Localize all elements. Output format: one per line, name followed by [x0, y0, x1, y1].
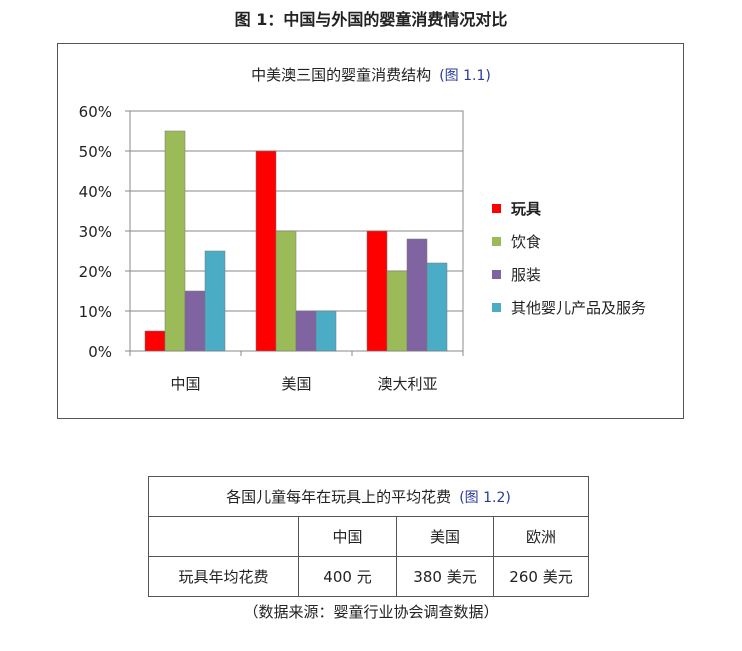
- legend-label: 其他婴儿产品及服务: [511, 299, 647, 317]
- table-row: 玩具年均花费 400 元 380 美元 260 美元: [148, 556, 589, 597]
- table-cell: 260 美元: [493, 556, 589, 597]
- y-tick-label: 20%: [79, 263, 112, 281]
- chart-ref: (图 1.1): [439, 68, 491, 84]
- bar: [295, 310, 317, 352]
- x-tick-label: 美国: [281, 375, 311, 393]
- legend-item: 玩具: [492, 198, 541, 219]
- y-tick-label: 10%: [79, 303, 112, 321]
- bar: [315, 310, 337, 352]
- legend-swatch: [492, 270, 501, 279]
- legend-item: 服装: [492, 264, 541, 285]
- chart-frame: [57, 43, 684, 419]
- bar: [164, 130, 186, 352]
- bar: [366, 230, 388, 352]
- bar: [386, 270, 408, 352]
- table-cell: 400 元: [298, 556, 397, 597]
- y-tick-label: 50%: [79, 143, 112, 161]
- y-tick-label: 30%: [79, 223, 112, 241]
- table-ref: (图 1.2): [459, 490, 511, 506]
- header-cell: 欧洲: [493, 516, 589, 557]
- legend-item: 其他婴儿产品及服务: [492, 297, 646, 318]
- header-cell: [148, 516, 299, 557]
- legend-item: 饮食: [492, 231, 541, 252]
- table-cell: 380 美元: [396, 556, 494, 597]
- table-title: 各国儿童每年在玩具上的平均花费 (图 1.2): [148, 476, 589, 517]
- y-tick-label: 60%: [79, 103, 112, 121]
- x-tick-label: 澳大利亚: [377, 375, 437, 393]
- x-tick-label: 中国: [170, 375, 200, 393]
- legend-swatch: [492, 237, 501, 246]
- bar: [204, 250, 226, 352]
- chart-title-text: 中美澳三国的婴童消费结构: [251, 66, 432, 84]
- legend-label: 饮食: [511, 233, 542, 251]
- row-label: 玩具年均花费: [148, 556, 299, 597]
- bar: [255, 150, 277, 352]
- chart-title: 中美澳三国的婴童消费结构 (图 1.1): [0, 64, 742, 85]
- table-header-row: 中国 美国 欧洲: [148, 516, 589, 557]
- y-tick-label: 40%: [79, 183, 112, 201]
- table-title-text: 各国儿童每年在玩具上的平均花费: [226, 488, 452, 506]
- bar-chart: 0% 10% 20% 30% 40% 50% 60% 中国 美国 澳大利亚: [79, 103, 464, 393]
- figure-title: 图 1：中国与外国的婴童消费情况对比: [234, 10, 508, 29]
- legend-swatch: [492, 204, 501, 213]
- y-tick-label: 0%: [88, 343, 112, 361]
- legend-label: 服装: [511, 266, 542, 284]
- legend-label: 玩具: [511, 200, 542, 218]
- bar: [406, 238, 428, 352]
- bar: [426, 262, 448, 352]
- bar: [144, 330, 166, 352]
- header-cell: 中国: [298, 516, 397, 557]
- toy-spending-table: 各国儿童每年在玩具上的平均花费 (图 1.2) 中国 美国 欧洲 玩具年均花费 4…: [148, 476, 589, 597]
- bar: [275, 230, 297, 352]
- header-cell: 美国: [396, 516, 494, 557]
- source-note: （数据来源：婴童行业协会调查数据）: [243, 603, 499, 621]
- legend-swatch: [492, 303, 501, 312]
- bar: [184, 290, 206, 352]
